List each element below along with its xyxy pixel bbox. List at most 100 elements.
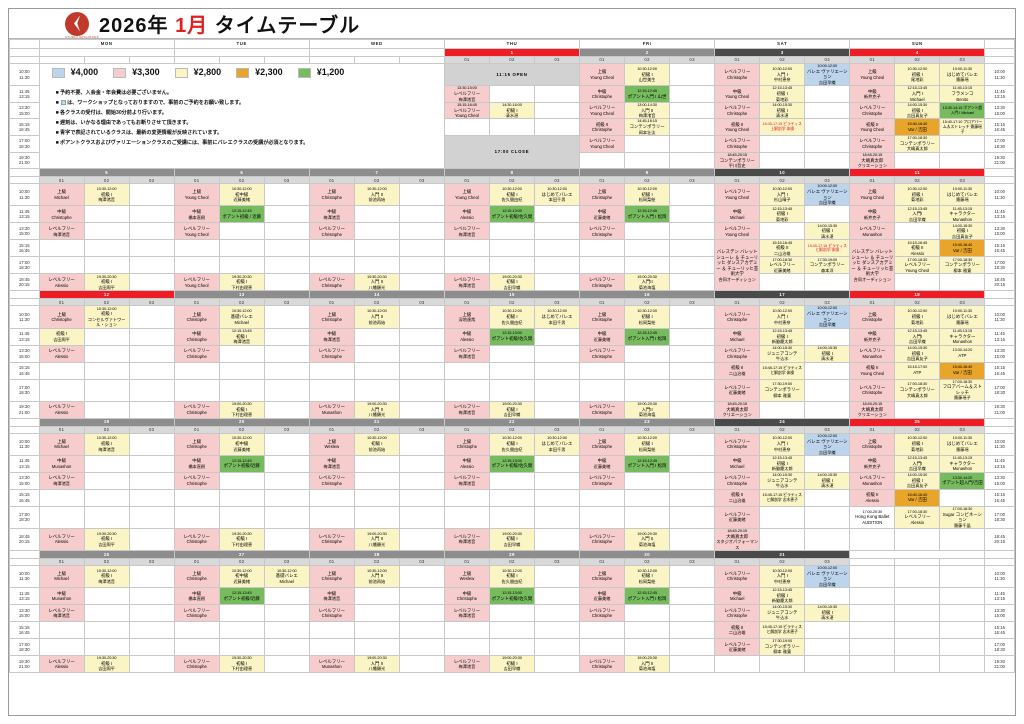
- schedule-cell[interactable]: 15:45-17:15 ピラティスと解剖学 志木恵子: [759, 620, 806, 639]
- schedule-cell[interactable]: 中級 Michael: [714, 327, 761, 346]
- schedule-cell[interactable]: 12:15-12:45 ポアント入門 I 松岡: [624, 586, 671, 605]
- schedule-cell[interactable]: 中級 Alessio: [443, 205, 490, 224]
- schedule-cell[interactable]: 17:00-18:30 コンテンポラリー 大嶋真太郎: [894, 378, 941, 402]
- schedule-cell[interactable]: 15:40-17:10 フロアバーム＆ストレッチ 齋藤瑶子: [939, 118, 986, 136]
- schedule-cell[interactable]: 17:00-18:30 レベルフリー Young Cheol: [894, 256, 941, 275]
- class-event[interactable]: レベルフリー Christophe: [581, 348, 624, 359]
- schedule-cell[interactable]: 11:45-13:15 キャラクター Munashon: [939, 327, 986, 346]
- class-event[interactable]: 18:45-20:15 大嶋真太郎 スタジオパフォーマンス: [716, 529, 759, 549]
- schedule-cell[interactable]: 19:00-20:30 入門II 菊池海塩: [624, 400, 671, 419]
- class-event[interactable]: 上級 Weslew: [445, 571, 488, 582]
- schedule-cell[interactable]: 12:15-13:45 入門 I Michael: [894, 85, 941, 103]
- schedule-cell[interactable]: [38, 239, 85, 258]
- date-cell[interactable]: 29: [443, 549, 581, 559]
- class-event[interactable]: 初級 II Alessio: [851, 492, 894, 503]
- class-event[interactable]: 10:30-12:00 入門 I 中村恵奈: [761, 66, 804, 83]
- class-event[interactable]: 上級 Young Cheol: [851, 69, 894, 80]
- schedule-cell[interactable]: [579, 256, 626, 275]
- schedule-cell[interactable]: [579, 239, 626, 258]
- class-event[interactable]: 17:00-20:30 Hong Kong Ballet AUDITION: [851, 509, 894, 526]
- class-event[interactable]: レベルフリー Christophe: [175, 475, 218, 486]
- schedule-cell[interactable]: [308, 256, 355, 275]
- class-event[interactable]: 19:00-20:30 入門II 菊池海塩: [626, 402, 669, 417]
- schedule-cell[interactable]: 17:30-19:00 コンテンポラリー 柳本 雅寛: [759, 637, 806, 656]
- schedule-cell[interactable]: 10:30-12:00 初級 I 梅澤渚音: [83, 432, 130, 456]
- class-event[interactable]: 15:45-17:15 ピラティスと解剖学 志木恵子: [761, 624, 804, 635]
- schedule-cell[interactable]: 10:30-12:00 初級 I コンセルヴァトワール・ション: [83, 305, 130, 329]
- schedule-cell[interactable]: 10:30-12:00 初級 I 佐久間由紀: [488, 432, 535, 456]
- schedule-cell[interactable]: 12:15-13:45 初級 I 菊地彩: [759, 85, 806, 103]
- class-event[interactable]: 18:45-20:15 大嶋真太郎 クリエーション: [851, 402, 894, 417]
- schedule-cell[interactable]: 12:15-13:00 ポアント初級/佐久間: [488, 454, 535, 473]
- schedule-cell[interactable]: 10:30-12:00 入門 II 前池再始: [353, 305, 400, 329]
- class-event[interactable]: 中級 梅澤渚音: [310, 209, 353, 220]
- schedule-cell[interactable]: レベルフリー Christophe: [308, 222, 355, 241]
- class-event[interactable]: レベルフリー Munashon: [851, 348, 894, 359]
- schedule-cell[interactable]: 18:45-20:15 大嶋真太郎 クリエーション: [849, 151, 896, 170]
- schedule-cell[interactable]: 19:00-20:30 初級 I 吉田早織: [488, 273, 535, 292]
- class-event[interactable]: 10:30-12:00 初級 I コンセルヴァトワール・ション: [85, 307, 128, 327]
- schedule-cell[interactable]: レベルフリー Christophe: [173, 654, 220, 673]
- schedule-cell[interactable]: レベルフリー Young Cheol: [579, 101, 626, 120]
- schedule-cell[interactable]: 14:45-16:15 コンテンポラリー 岡本壮汰: [624, 118, 671, 136]
- schedule-cell[interactable]: 14:00-15:30 初級 I 清水湛: [804, 222, 851, 241]
- schedule-cell[interactable]: 18:45-20:15 コンテンポラリー 平川哲史: [714, 151, 761, 170]
- schedule-cell[interactable]: [38, 378, 85, 402]
- schedule-cell[interactable]: [308, 378, 355, 402]
- schedule-cell[interactable]: 上級 Christophe: [579, 183, 626, 207]
- schedule-cell[interactable]: レベルフリー Christophe: [849, 135, 896, 153]
- schedule-cell[interactable]: 10:00-12:00 バレエ ヴァリエーション 吉田早織: [804, 432, 851, 456]
- schedule-cell[interactable]: 17:00-18:30 コンテンポラリー 大嶋真太郎: [894, 135, 941, 153]
- date-cell[interactable]: 8: [443, 168, 581, 178]
- class-event[interactable]: 12:15-13:45 入門I 吉田早織: [896, 329, 939, 344]
- class-event[interactable]: レベルフリー Christophe: [175, 534, 218, 545]
- class-event[interactable]: 上級 Young Cheol: [175, 189, 218, 200]
- schedule-cell[interactable]: 10:30-12:00 初中級 近藤美緒: [218, 432, 265, 456]
- schedule-cell[interactable]: 中級 近藤美緒: [579, 205, 626, 224]
- schedule-cell[interactable]: 12:15-12:45 ポアント入門 I 松岡: [624, 454, 671, 473]
- class-event[interactable]: 初級 II 二山治雄: [716, 492, 759, 503]
- class-event[interactable]: 14:00-15:30 ジュニアコンテ 牛込水: [761, 605, 804, 620]
- date-cell[interactable]: 24: [714, 417, 851, 427]
- schedule-cell[interactable]: 10:00-11:30 はじめてバレエ 齋藤瑶: [939, 305, 986, 329]
- schedule-cell[interactable]: 15:40-16:40 Var / 吉田: [894, 118, 941, 136]
- class-event[interactable]: 12:15-12:45 ポアント入門 I 松岡: [626, 330, 669, 341]
- schedule-cell[interactable]: レベルフリー Christophe: [579, 344, 626, 363]
- schedule-cell[interactable]: レベルフリー 梅澤渚音: [443, 654, 490, 673]
- class-event[interactable]: 17:00-18:30 レベルフリー 近藤美緒: [761, 258, 804, 273]
- class-event[interactable]: 15:40-16:40 Var / 吉田: [941, 242, 984, 253]
- date-cell[interactable]: 19: [38, 417, 175, 427]
- schedule-cell[interactable]: レベルフリー Alessio: [38, 527, 85, 551]
- class-event[interactable]: 12:15-12:45 ポアント入門 I 松岡: [626, 458, 669, 469]
- schedule-cell[interactable]: 19:30-20:30 初級 I 吉田周平: [83, 273, 130, 292]
- class-event[interactable]: 19:30-20:30 初級 I 下村由理恵: [220, 531, 263, 548]
- schedule-cell[interactable]: [579, 488, 626, 507]
- class-event[interactable]: 10:30-12:00 入門 I 中村恵奈: [761, 568, 804, 585]
- class-event[interactable]: 15:40-16:40 Var / 吉田: [896, 492, 939, 503]
- class-event[interactable]: 中級 Young Cheol: [716, 89, 759, 100]
- class-event[interactable]: 19:00-20:30 初級 I 吉田早織: [490, 656, 533, 671]
- schedule-cell[interactable]: レベルフリー Christophe: [308, 344, 355, 363]
- date-cell[interactable]: 27: [173, 549, 310, 559]
- class-event[interactable]: レベルフリー Christophe: [716, 608, 759, 619]
- schedule-cell[interactable]: 15:40-16:40 Var / 吉田: [894, 488, 941, 507]
- schedule-cell[interactable]: 10:30-12:00 入門 II 前池再始: [353, 183, 400, 207]
- class-event[interactable]: 上級 Michael: [40, 189, 83, 200]
- class-event[interactable]: 12:15-13:45 初級 I 新脇慶太郎: [761, 329, 804, 344]
- class-event[interactable]: 19:00-20:30 初級 I 吉田早織: [490, 402, 533, 417]
- schedule-cell[interactable]: 17:30-19:00 コンテンポラリー 柳本 雅寛: [759, 378, 806, 402]
- class-event[interactable]: 上級 Christophe: [40, 312, 83, 323]
- class-event[interactable]: 上級 Christophe: [175, 312, 218, 323]
- class-event[interactable]: 12:15-13:00 ポアント初級/佐久間: [490, 208, 533, 219]
- class-event[interactable]: 17:30-19:00 コンテンポラリー 森本洋: [806, 258, 849, 273]
- class-event[interactable]: 13:00-14:30 入門 II 梅澤渚音: [626, 103, 669, 118]
- class-event[interactable]: 中級 Christophe: [40, 209, 83, 220]
- schedule-cell[interactable]: 17:00-18:30 Sugar コンビネーション 齋藤千晶: [939, 505, 986, 529]
- schedule-cell[interactable]: レベルフリー 梅澤渚音: [443, 400, 490, 419]
- schedule-cell[interactable]: レベルフリー Christophe: [579, 222, 626, 241]
- schedule-cell[interactable]: [579, 620, 626, 639]
- schedule-cell[interactable]: 14:00-15:30 ジュニアコンテ 牛込水: [759, 603, 806, 622]
- schedule-cell[interactable]: 10:30-12:00 初級 I 山世美生: [624, 62, 671, 87]
- class-event[interactable]: 17:00-18:30 コンテンポラリー 柳本 雅寛: [941, 258, 984, 273]
- schedule-cell[interactable]: 中級 梅澤渚音: [308, 586, 355, 605]
